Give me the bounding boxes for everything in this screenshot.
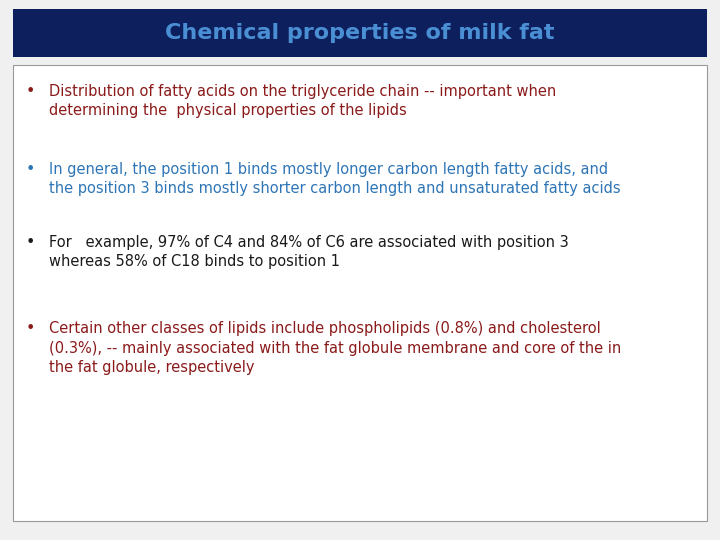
Text: Chemical properties of milk fat: Chemical properties of milk fat <box>166 23 554 43</box>
Text: •: • <box>25 235 35 250</box>
Text: In general, the position 1 binds mostly longer carbon length fatty acids, and
th: In general, the position 1 binds mostly … <box>49 162 621 196</box>
Text: Distribution of fatty acids on the triglyceride chain -- important when
determin: Distribution of fatty acids on the trigl… <box>49 84 557 118</box>
Text: •: • <box>25 84 35 99</box>
Text: For   example, 97% of C4 and 84% of C6 are associated with position 3
whereas 58: For example, 97% of C4 and 84% of C6 are… <box>49 235 569 269</box>
Text: Certain other classes of lipids include phospholipids (0.8%) and cholesterol
(0.: Certain other classes of lipids include … <box>49 321 621 375</box>
Text: •: • <box>25 162 35 177</box>
Text: •: • <box>25 321 35 336</box>
